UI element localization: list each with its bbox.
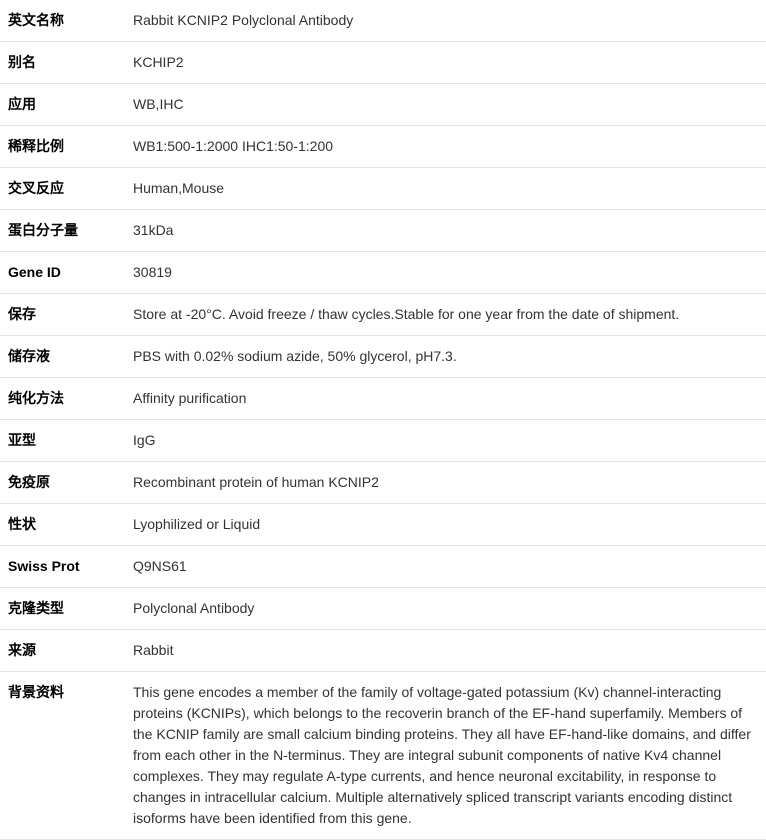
table-row: 英文名称Rabbit KCNIP2 Polyclonal Antibody [0,0,766,42]
table-row: 蛋白分子量31kDa [0,210,766,252]
row-value: WB1:500-1:2000 IHC1:50-1:200 [125,126,766,168]
row-value: 31kDa [125,210,766,252]
table-row: 保存Store at -20°C. Avoid freeze / thaw cy… [0,294,766,336]
row-label: 亚型 [0,420,125,462]
table-row: 免疫原Recombinant protein of human KCNIP2 [0,462,766,504]
table-row: 克隆类型Polyclonal Antibody [0,588,766,630]
row-label: 纯化方法 [0,378,125,420]
table-row: 性状Lyophilized or Liquid [0,504,766,546]
row-value: PBS with 0.02% sodium azide, 50% glycero… [125,336,766,378]
row-value: Q9NS61 [125,546,766,588]
row-label: Gene ID [0,252,125,294]
product-spec-table: 英文名称Rabbit KCNIP2 Polyclonal Antibody 别名… [0,0,766,840]
row-label: 背景资料 [0,672,125,840]
table-row: 背景资料This gene encodes a member of the fa… [0,672,766,840]
row-label: 储存液 [0,336,125,378]
row-label: 英文名称 [0,0,125,42]
row-value: Recombinant protein of human KCNIP2 [125,462,766,504]
table-row: 储存液PBS with 0.02% sodium azide, 50% glyc… [0,336,766,378]
table-row: 应用WB,IHC [0,84,766,126]
row-value: Affinity purification [125,378,766,420]
row-label: 稀释比例 [0,126,125,168]
row-label: Swiss Prot [0,546,125,588]
table-row: 亚型IgG [0,420,766,462]
row-label: 免疫原 [0,462,125,504]
row-label: 应用 [0,84,125,126]
row-value: Rabbit [125,630,766,672]
table-row: 别名KCHIP2 [0,42,766,84]
row-label: 交叉反应 [0,168,125,210]
row-value: WB,IHC [125,84,766,126]
row-label: 别名 [0,42,125,84]
table-row: 交叉反应Human,Mouse [0,168,766,210]
row-value: 30819 [125,252,766,294]
row-value: Human,Mouse [125,168,766,210]
row-label: 保存 [0,294,125,336]
row-value: IgG [125,420,766,462]
row-value: Store at -20°C. Avoid freeze / thaw cycl… [125,294,766,336]
table-row: 纯化方法Affinity purification [0,378,766,420]
row-value: Lyophilized or Liquid [125,504,766,546]
row-value: Polyclonal Antibody [125,588,766,630]
table-row: 来源Rabbit [0,630,766,672]
table-row: 稀释比例WB1:500-1:2000 IHC1:50-1:200 [0,126,766,168]
table-row: Gene ID30819 [0,252,766,294]
row-label: 蛋白分子量 [0,210,125,252]
row-label: 来源 [0,630,125,672]
row-value: This gene encodes a member of the family… [125,672,766,840]
row-label: 性状 [0,504,125,546]
row-value: Rabbit KCNIP2 Polyclonal Antibody [125,0,766,42]
row-value: KCHIP2 [125,42,766,84]
table-row: Swiss ProtQ9NS61 [0,546,766,588]
row-label: 克隆类型 [0,588,125,630]
